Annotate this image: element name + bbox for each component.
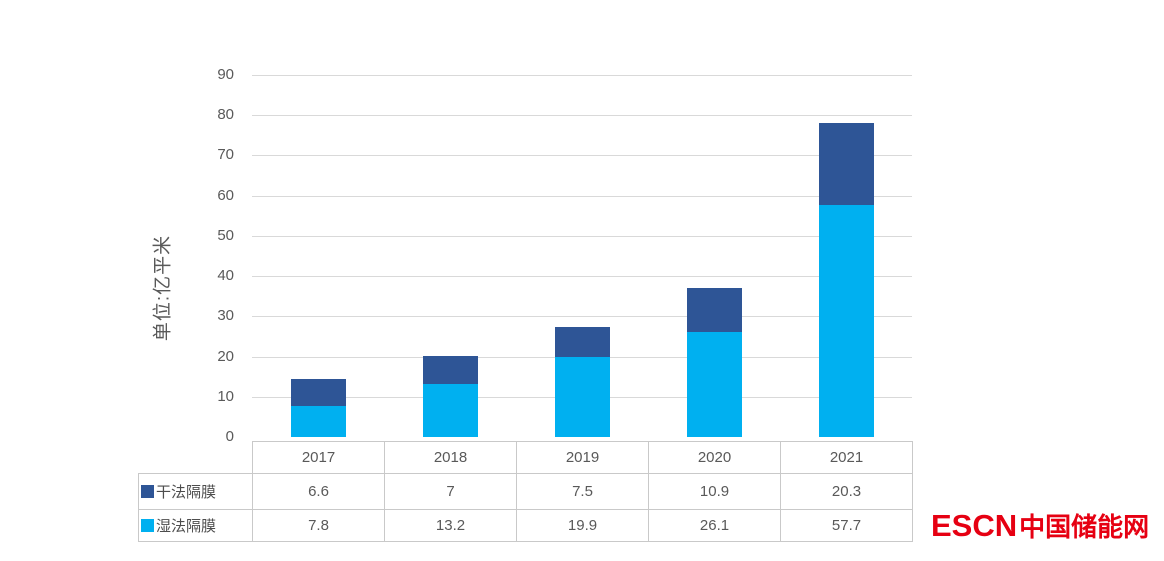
table-value-cell: 19.9 xyxy=(516,509,649,542)
escn-watermark: ESCN 中国储能网 xyxy=(931,507,1149,544)
y-axis-tick-label: 20 xyxy=(217,348,234,365)
table-value-cell: 13.2 xyxy=(384,509,517,542)
table-value-cell: 57.7 xyxy=(780,509,913,542)
table-value-cell: 20.3 xyxy=(780,473,913,510)
table-row: 湿法隔膜 7.8 13.2 19.9 26.1 57.7 xyxy=(138,509,913,542)
table-header-year: 2021 xyxy=(780,441,913,474)
table-value-cell: 10.9 xyxy=(648,473,781,510)
bar-segment-湿法隔膜-2021 xyxy=(818,204,874,437)
y-axis-tick-label: 60 xyxy=(217,187,234,204)
table-value-cell: 6.6 xyxy=(252,473,385,510)
gridline xyxy=(252,115,912,116)
bar-segment-湿法隔膜-2018 xyxy=(422,383,478,437)
table-value-cell: 7.8 xyxy=(252,509,385,542)
escn-logo-chinese-text: 中国储能网 xyxy=(1019,512,1150,542)
gridline xyxy=(252,316,912,317)
gridline xyxy=(252,196,912,197)
y-axis-tick-label: 0 xyxy=(225,428,234,445)
y-axis-tick-label: 50 xyxy=(217,227,234,244)
table-value-cell: 7 xyxy=(384,473,517,510)
series-label-cell: 湿法隔膜 xyxy=(138,509,253,542)
table-value-cell: 7.5 xyxy=(516,473,649,510)
escn-logo-text: ESCN xyxy=(931,508,1018,543)
chart-data-table: 2017 2018 2019 2020 2021 干法隔膜 6.6 7 7.5 10.9 20.3 湿… xyxy=(138,441,913,542)
y-axis-tick-label: 40 xyxy=(217,267,234,284)
gridline xyxy=(252,276,912,277)
bar-segment-湿法隔膜-2017 xyxy=(290,405,346,437)
table-header-year: 2018 xyxy=(384,441,517,474)
series-label-cell: 干法隔膜 xyxy=(138,473,253,510)
bar-segment-干法隔膜-2021 xyxy=(818,123,874,205)
table-header-year: 2019 xyxy=(516,441,649,474)
table-row: 干法隔膜 6.6 7 7.5 10.9 20.3 xyxy=(138,473,913,510)
table-header-year: 2017 xyxy=(252,441,385,474)
table-header-year: 2020 xyxy=(648,441,781,474)
y-axis-title: 单位:亿平米 xyxy=(152,234,174,342)
legend-swatch-干法隔膜 xyxy=(141,485,154,498)
bar-segment-干法隔膜-2019 xyxy=(554,326,610,357)
y-axis-tick-label: 80 xyxy=(217,106,234,123)
table-corner-cell xyxy=(139,442,253,474)
series-name: 湿法隔膜 xyxy=(156,518,217,535)
y-axis-tick-label: 10 xyxy=(217,388,234,405)
bar-segment-湿法隔膜-2020 xyxy=(686,332,742,437)
bar-segment-干法隔膜-2017 xyxy=(290,379,346,406)
y-axis-tick-label: 30 xyxy=(217,307,234,324)
bar-segment-干法隔膜-2020 xyxy=(686,288,742,332)
legend-swatch-湿法隔膜 xyxy=(141,519,154,532)
series-name: 干法隔膜 xyxy=(156,484,217,501)
y-axis-tick-label: 70 xyxy=(217,146,234,163)
table-value-cell: 26.1 xyxy=(648,509,781,542)
bar-segment-干法隔膜-2018 xyxy=(422,355,478,384)
gridline xyxy=(252,155,912,156)
bar-segment-湿法隔膜-2019 xyxy=(554,357,610,437)
y-axis-tick-label: 90 xyxy=(217,66,234,83)
gridline xyxy=(252,75,912,76)
gridline xyxy=(252,236,912,237)
